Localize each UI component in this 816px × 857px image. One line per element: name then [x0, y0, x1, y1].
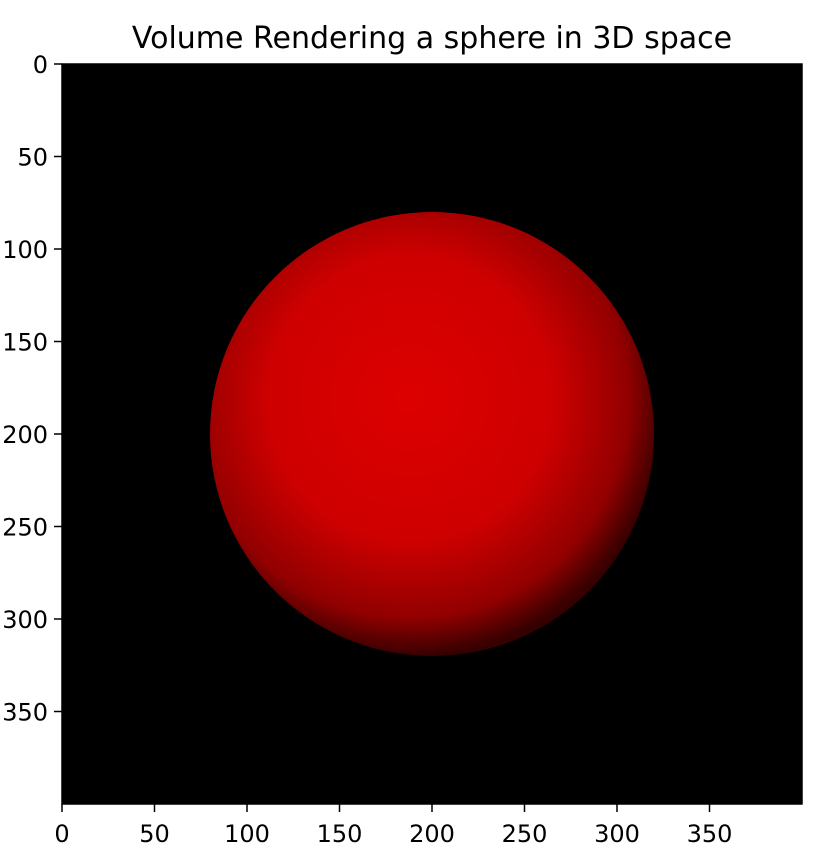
y-tick-label: 350 — [2, 699, 48, 727]
chart-title: Volume Rendering a sphere in 3D space — [132, 21, 732, 56]
y-tick-label: 200 — [2, 421, 48, 449]
x-tick-label: 0 — [54, 820, 69, 848]
x-tick-label: 350 — [687, 820, 733, 848]
y-tick-label: 300 — [2, 606, 48, 634]
x-tick-label: 150 — [317, 820, 363, 848]
x-axis: 0 50 100 150 200 250 300 350 — [54, 804, 732, 848]
y-tick-label: 150 — [2, 329, 48, 357]
y-tick-label: 100 — [2, 236, 48, 264]
x-tick-label: 250 — [502, 820, 548, 848]
x-tick-label: 300 — [594, 820, 640, 848]
x-tick-label: 200 — [409, 820, 455, 848]
y-tick-label: 250 — [2, 514, 48, 542]
y-tick-label: 50 — [17, 144, 48, 172]
x-tick-label: 50 — [139, 820, 170, 848]
y-tick-label: 0 — [33, 51, 48, 79]
y-axis: 0 50 100 150 200 250 300 350 — [2, 51, 62, 727]
x-tick-label: 100 — [224, 820, 270, 848]
plot-frame — [61, 63, 803, 805]
sphere-render — [210, 212, 654, 656]
